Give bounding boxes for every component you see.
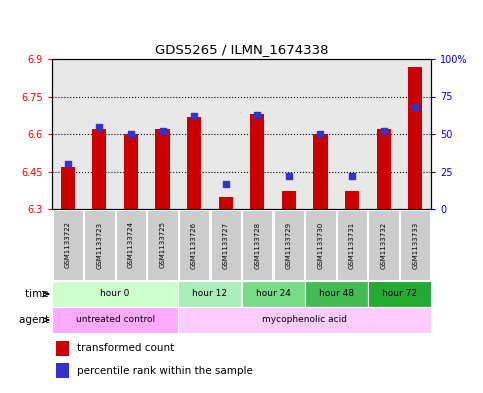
Bar — [336, 59, 368, 209]
Text: GSM1133726: GSM1133726 — [191, 221, 197, 268]
Bar — [313, 134, 327, 209]
Point — [190, 113, 198, 119]
Bar — [400, 210, 430, 280]
Bar — [242, 59, 273, 209]
Bar — [337, 210, 367, 280]
Point — [222, 180, 229, 187]
Text: GSM1133729: GSM1133729 — [286, 221, 292, 268]
Bar — [178, 281, 242, 307]
Bar — [377, 129, 391, 209]
Point — [348, 173, 356, 179]
Bar — [147, 59, 178, 209]
Text: GSM1133723: GSM1133723 — [97, 221, 102, 268]
Bar — [178, 307, 431, 333]
Bar — [92, 129, 106, 209]
Bar — [61, 167, 75, 209]
Text: GSM1133733: GSM1133733 — [412, 221, 418, 269]
Text: hour 0: hour 0 — [100, 290, 130, 299]
Point — [127, 131, 135, 137]
Bar — [273, 59, 305, 209]
Text: transformed count: transformed count — [77, 343, 174, 353]
Bar — [368, 59, 399, 209]
Text: hour 48: hour 48 — [319, 290, 354, 299]
Bar — [242, 210, 272, 280]
Text: GSM1133728: GSM1133728 — [254, 221, 260, 268]
Bar — [84, 210, 114, 280]
Bar — [219, 196, 233, 209]
Text: GSM1133732: GSM1133732 — [381, 221, 386, 268]
Text: percentile rank within the sample: percentile rank within the sample — [77, 365, 253, 375]
Text: hour 12: hour 12 — [192, 290, 227, 299]
Bar — [305, 59, 336, 209]
Point — [64, 161, 71, 167]
Text: GSM1133725: GSM1133725 — [159, 222, 166, 268]
Bar — [282, 191, 296, 209]
Text: time: time — [25, 289, 52, 299]
Text: agent: agent — [19, 315, 52, 325]
Bar — [242, 281, 305, 307]
Bar — [147, 210, 178, 280]
Bar — [52, 281, 178, 307]
Point — [285, 173, 293, 179]
Text: hour 24: hour 24 — [256, 290, 290, 299]
Point — [254, 111, 261, 118]
Text: GSM1133730: GSM1133730 — [317, 221, 324, 269]
Bar — [399, 59, 431, 209]
Bar — [53, 210, 83, 280]
Bar — [187, 116, 201, 209]
Bar — [56, 363, 69, 378]
Bar — [84, 59, 115, 209]
Text: GSM1133727: GSM1133727 — [223, 221, 229, 268]
Point — [96, 123, 103, 130]
Bar — [408, 66, 422, 209]
Text: mycophenolic acid: mycophenolic acid — [262, 316, 347, 325]
Point — [380, 128, 387, 134]
Text: untreated control: untreated control — [76, 316, 155, 325]
Bar — [52, 59, 84, 209]
Text: GSM1133724: GSM1133724 — [128, 222, 134, 268]
Bar — [305, 210, 336, 280]
Text: GSM1133731: GSM1133731 — [349, 221, 355, 269]
Bar — [274, 210, 304, 280]
Text: hour 72: hour 72 — [382, 290, 417, 299]
Point — [316, 131, 324, 137]
Bar — [211, 210, 241, 280]
Bar — [210, 59, 242, 209]
Bar — [115, 59, 147, 209]
Text: GSM1133722: GSM1133722 — [65, 222, 71, 268]
Bar — [345, 191, 359, 209]
Point — [159, 128, 167, 134]
Point — [412, 104, 419, 110]
Bar — [56, 340, 69, 356]
Bar — [116, 210, 146, 280]
Bar — [178, 59, 210, 209]
Bar — [250, 114, 264, 209]
Bar — [52, 307, 178, 333]
Bar — [369, 210, 399, 280]
Bar — [368, 281, 431, 307]
Title: GDS5265 / ILMN_1674338: GDS5265 / ILMN_1674338 — [155, 44, 328, 57]
Bar — [305, 281, 368, 307]
Bar — [124, 134, 138, 209]
Bar — [179, 210, 209, 280]
Bar — [156, 129, 170, 209]
